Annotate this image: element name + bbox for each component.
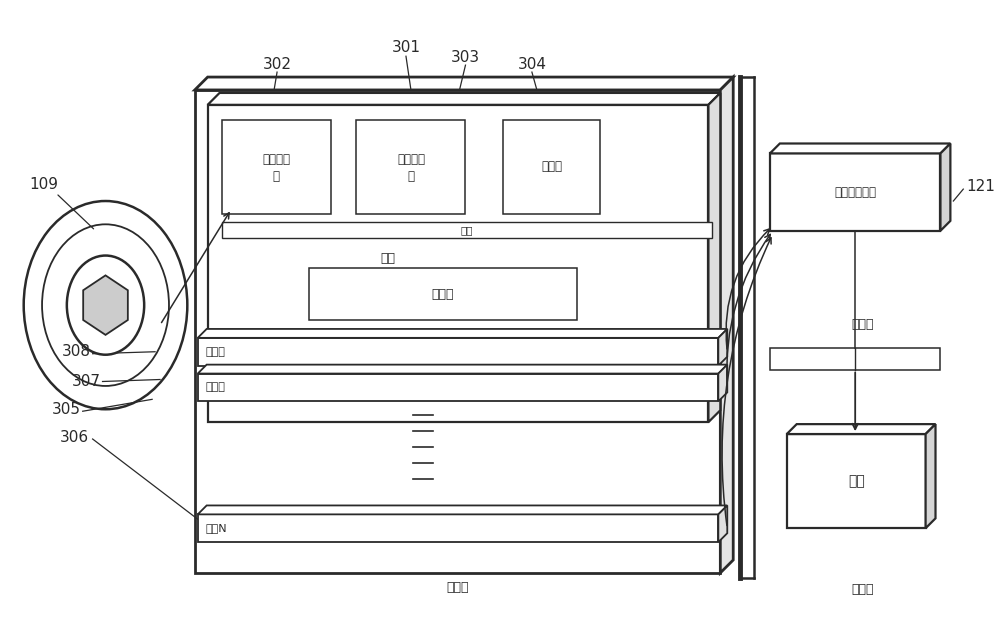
- Text: 操作间: 操作间: [851, 583, 873, 596]
- Text: 307: 307: [72, 374, 101, 389]
- Bar: [770, 153, 940, 230]
- Text: 超导滤波: 超导滤波: [262, 153, 290, 166]
- Polygon shape: [770, 144, 950, 153]
- Text: 301: 301: [391, 40, 420, 55]
- Ellipse shape: [67, 256, 144, 355]
- Bar: [770, 348, 940, 370]
- Bar: [356, 119, 465, 214]
- Polygon shape: [208, 93, 720, 105]
- Bar: [222, 119, 331, 214]
- Polygon shape: [195, 77, 733, 90]
- Polygon shape: [198, 505, 727, 514]
- Text: 器: 器: [407, 170, 414, 183]
- Polygon shape: [718, 505, 727, 542]
- Text: 器: 器: [273, 170, 280, 183]
- Polygon shape: [940, 144, 950, 230]
- Text: 109: 109: [29, 177, 58, 192]
- Polygon shape: [926, 424, 936, 528]
- Text: 通道一: 通道一: [206, 347, 226, 357]
- Text: 主机: 主机: [848, 474, 865, 488]
- Text: 设备间: 设备间: [851, 318, 873, 331]
- Polygon shape: [198, 365, 727, 374]
- Bar: [208, 105, 708, 422]
- Text: 304: 304: [517, 56, 546, 72]
- Polygon shape: [787, 424, 936, 434]
- Bar: [309, 268, 577, 320]
- Text: 305: 305: [52, 402, 81, 417]
- Bar: [503, 119, 600, 214]
- Polygon shape: [83, 275, 128, 335]
- Text: 121: 121: [966, 178, 995, 194]
- Polygon shape: [718, 365, 727, 401]
- Polygon shape: [720, 77, 733, 573]
- Text: 冷板: 冷板: [461, 225, 473, 235]
- Text: 302: 302: [263, 56, 292, 72]
- Text: 制冷器: 制冷器: [431, 288, 454, 300]
- Text: 通道N: 通道N: [206, 523, 227, 534]
- Text: 射频放大: 射频放大: [397, 153, 425, 166]
- Bar: [198, 338, 718, 366]
- Bar: [195, 90, 720, 573]
- Polygon shape: [708, 93, 720, 422]
- Bar: [787, 434, 926, 528]
- Polygon shape: [198, 329, 727, 338]
- Text: 混频器: 混频器: [541, 160, 562, 173]
- Text: 通道二: 通道二: [206, 383, 226, 392]
- Polygon shape: [718, 329, 727, 366]
- Text: 扫描间: 扫描间: [446, 581, 469, 594]
- Text: 冷头: 冷头: [381, 252, 396, 265]
- Text: 306: 306: [60, 429, 89, 444]
- Text: 303: 303: [451, 49, 480, 65]
- Text: 图像重建单元: 图像重建单元: [834, 186, 876, 198]
- Bar: [198, 374, 718, 401]
- Text: 308: 308: [62, 344, 91, 360]
- Bar: [222, 222, 712, 238]
- Bar: [198, 514, 718, 542]
